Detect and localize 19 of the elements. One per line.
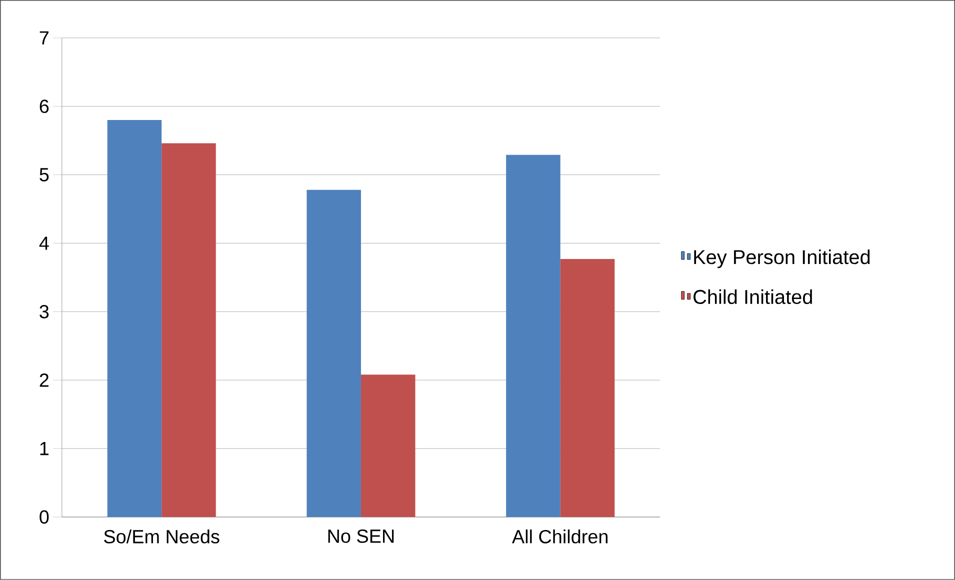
legend-label: Key Person Initiated bbox=[694, 250, 870, 268]
y-tick-label: 5 bbox=[40, 168, 49, 182]
bar bbox=[506, 154, 560, 518]
y-tick-label: 7 bbox=[40, 31, 48, 44]
y-tick-label: 4 bbox=[39, 236, 49, 250]
bar bbox=[560, 259, 615, 518]
bar bbox=[107, 120, 162, 518]
y-tick-label: 3 bbox=[40, 305, 49, 318]
legend-label: Child Initiated bbox=[694, 289, 812, 304]
bar bbox=[306, 190, 361, 518]
x-tick-label: No SEN bbox=[328, 530, 394, 543]
bar bbox=[360, 374, 416, 518]
bar bbox=[162, 143, 216, 518]
y-tick-label: 2 bbox=[40, 374, 48, 387]
y-tick-label: 1 bbox=[40, 442, 48, 456]
x-tick-label: So/Em Needs bbox=[104, 530, 220, 544]
y-tick-label: 6 bbox=[40, 100, 49, 114]
x-tick-label: All Children bbox=[512, 530, 608, 544]
y-tick-label: 0 bbox=[40, 510, 49, 524]
